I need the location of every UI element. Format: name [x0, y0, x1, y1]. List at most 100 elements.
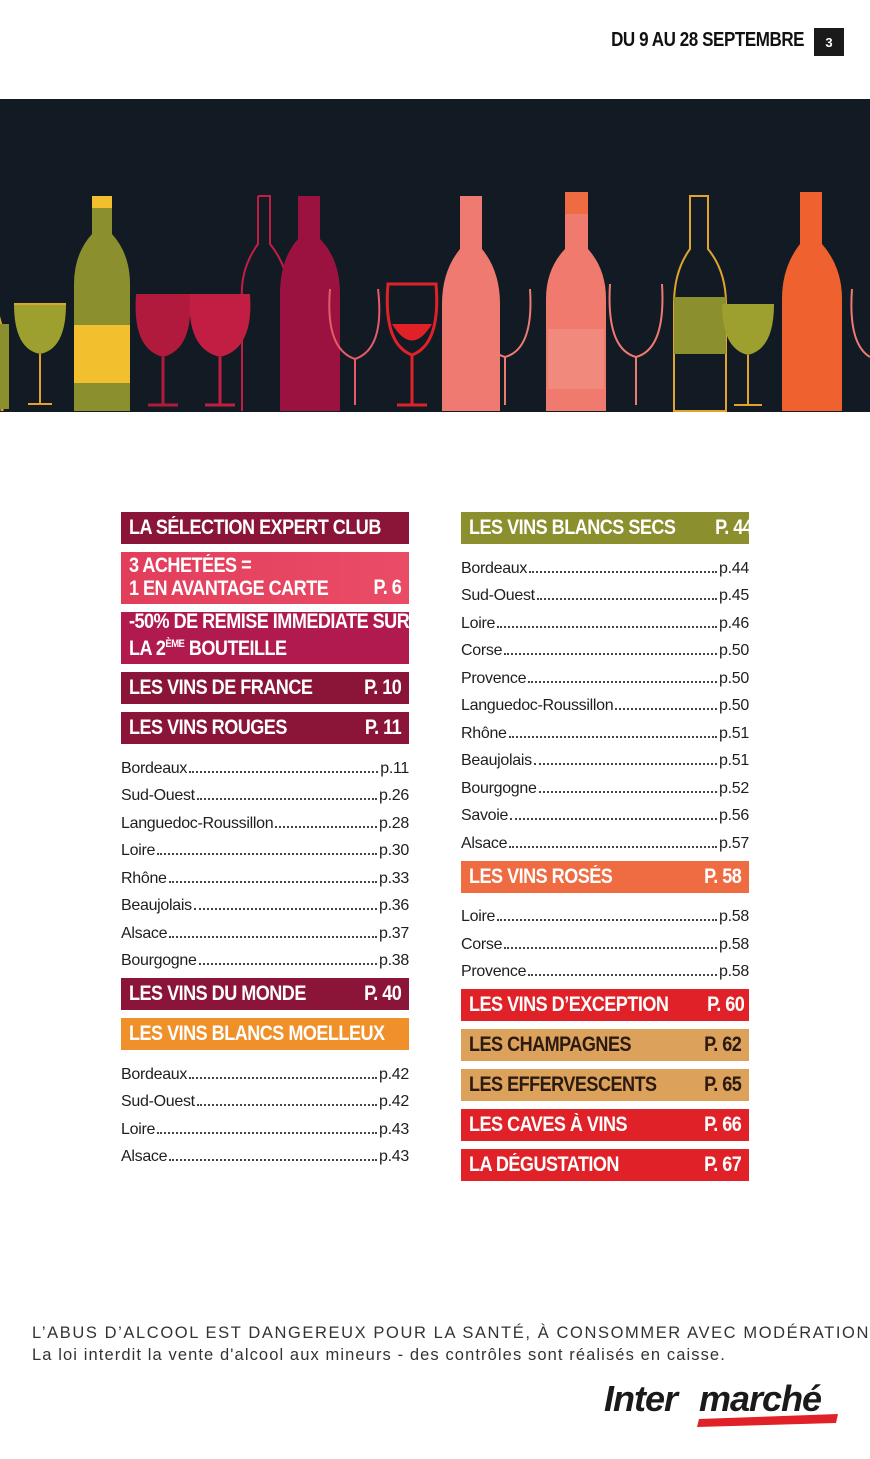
dot-leader: [169, 935, 378, 938]
region-page: p.50: [719, 642, 749, 659]
dot-leader: [504, 652, 718, 655]
section-page: P. 44: [715, 516, 753, 539]
list-item[interactable]: Languedoc-Roussillon p.50: [461, 688, 749, 716]
list-item[interactable]: Loire p.46: [461, 605, 749, 633]
section-header[interactable]: LES VINS ROSÉS P. 58: [461, 860, 749, 893]
dot-leader: [528, 680, 718, 683]
section-header[interactable]: 3 ACHETÉES = 1 EN AVANTAGE CARTE P. 6: [121, 552, 409, 604]
list-item[interactable]: Rhône p.33: [121, 860, 409, 888]
section-header[interactable]: LES CHAMPAGNES P. 62: [461, 1029, 749, 1061]
intermarche-logo: Inter marché: [602, 1377, 847, 1433]
dot-leader: [509, 845, 718, 848]
region-page: p.38: [379, 952, 409, 969]
list-item[interactable]: Sud-Ouest p.42: [121, 1084, 409, 1112]
section-header[interactable]: LES VINS BLANCS MOELLEUX P. 42: [121, 1018, 470, 1050]
region-page: p.11: [380, 759, 409, 777]
region-page: p.58: [719, 908, 749, 925]
section-header[interactable]: LES VINS D’EXCEPTION P. 60: [461, 989, 749, 1021]
section-header[interactable]: LES CAVES À VINS P. 66: [461, 1109, 749, 1141]
region-name: Bordeaux: [461, 559, 528, 577]
region-page: p.58: [719, 935, 749, 953]
region-page: p.58: [719, 963, 749, 980]
law-notice: La loi interdit la vente d'alcool aux mi…: [32, 1346, 726, 1364]
dot-leader: [157, 852, 378, 855]
section-header[interactable]: LA SÉLECTION EXPERT CLUB P.4: [121, 512, 449, 544]
line2-prefix: LA 2: [129, 637, 166, 660]
list-item[interactable]: Loire p.58: [461, 899, 749, 927]
list-item[interactable]: Alsace p.37: [121, 915, 409, 943]
list-item[interactable]: Bordeaux p.42: [121, 1056, 409, 1084]
section-header[interactable]: LES EFFERVESCENTS P. 65: [461, 1069, 749, 1101]
list-item[interactable]: Loire p.30: [121, 833, 409, 861]
section-page: P. 62: [703, 1033, 742, 1056]
section-title: 3 ACHETÉES = 1 EN AVANTAGE CARTE: [129, 554, 329, 600]
list-item[interactable]: Sud-Ouest p.45: [461, 578, 749, 606]
section-header[interactable]: LES VINS ROUGES P. 11: [121, 712, 409, 744]
list-item[interactable]: Bordeaux p.44: [461, 550, 749, 578]
list-item[interactable]: Bourgogne p.52: [461, 770, 749, 798]
dot-leader: [536, 597, 718, 600]
list-item[interactable]: Loire p.43: [121, 1111, 409, 1139]
section-title: -50% DE REMISE IMMÉDIATE SUR LA 2ÈME BOUT…: [129, 610, 410, 660]
section-page: P. 11: [364, 716, 402, 739]
section-page: P. 60: [706, 993, 745, 1016]
section-header[interactable]: LES VINS BLANCS SECS P. 44: [461, 512, 753, 544]
dot-leader: [198, 962, 378, 965]
dot-leader: [196, 1103, 378, 1106]
region-page: p.33: [379, 869, 409, 887]
list-item[interactable]: Bourgogne p.38: [121, 943, 409, 971]
region-name: Loire: [461, 908, 496, 925]
section-title: LES EFFERVESCENTS: [469, 1073, 657, 1096]
svg-text:marché: marché: [699, 1378, 822, 1419]
region-page: p.52: [719, 779, 749, 797]
list-item[interactable]: Beaujolais p.36: [121, 888, 409, 916]
region-name: Sud-Ouest: [121, 1093, 195, 1110]
left-column: LA SÉLECTION EXPERT CLUB P.4 3 ACHETÉES = 1…: [121, 512, 488, 1174]
section-header[interactable]: LES VINS DU MONDE P. 40: [121, 978, 409, 1010]
region-name: Loire: [121, 842, 156, 859]
list-item[interactable]: Provence p.50: [461, 660, 749, 688]
section-header[interactable]: LES VINS DE FRANCE P. 10: [121, 672, 409, 704]
dot-leader: [538, 790, 718, 793]
list-item[interactable]: Savoie p.56: [461, 798, 749, 826]
dot-leader: [508, 735, 718, 738]
right-column: LES VINS BLANCS SECS P. 44 Bordeaux p.44 Sud…: [461, 512, 753, 1189]
region-page: p.56: [719, 807, 749, 824]
section-page: P. 40: [363, 982, 402, 1005]
region-name: Alsace: [461, 834, 508, 852]
list-item[interactable]: Provence p.58: [461, 954, 749, 982]
dot-leader: [504, 946, 718, 949]
region-page: p.57: [719, 834, 749, 852]
section-title-line2: LA 2ÈME BOUTEILLE: [129, 633, 409, 660]
dot-leader: [189, 1076, 378, 1079]
region-page: p.26: [379, 787, 409, 804]
region-page: p.50: [719, 697, 749, 714]
dot-leader: [497, 625, 718, 628]
wine-banner: [0, 99, 870, 412]
list-item[interactable]: Alsace p.57: [461, 825, 749, 853]
list-item[interactable]: Languedoc-Roussillon p.28: [121, 805, 409, 833]
region-page: p.46: [719, 614, 749, 632]
intermarche-logo-mark: Inter marché: [604, 1378, 838, 1427]
list-item[interactable]: Sud-Ouest p.26: [121, 778, 409, 806]
section-title: LES VINS DE FRANCE: [129, 676, 313, 699]
dot-leader: [528, 973, 718, 976]
section-header[interactable]: LA DÉGUSTATION P. 67: [461, 1149, 749, 1181]
region-name: Rhône: [461, 724, 507, 742]
section-page: P. 65: [703, 1073, 742, 1096]
list-item[interactable]: Corse p.58: [461, 926, 749, 954]
list-item[interactable]: Beaujolais p.51: [461, 743, 749, 771]
region-page: p.43: [379, 1120, 409, 1138]
list-item[interactable]: Bordeaux p.11: [121, 750, 409, 778]
section-title: LES CAVES À VINS: [469, 1113, 628, 1136]
region-name: Bourgogne: [121, 952, 197, 969]
region-name: Beaujolais: [461, 752, 532, 769]
section-header[interactable]: -50% DE REMISE IMMÉDIATE SUR LA 2ÈME BOUT…: [121, 610, 488, 664]
dot-leader: [168, 880, 378, 883]
region-name: Sud-Ouest: [461, 587, 535, 604]
section-page: P.4: [425, 516, 450, 539]
section-title: LES VINS ROSÉS: [469, 864, 613, 888]
list-item[interactable]: Corse p.50: [461, 633, 749, 661]
list-item[interactable]: Rhône p.51: [461, 715, 749, 743]
list-item[interactable]: Alsace p.43: [121, 1139, 409, 1167]
